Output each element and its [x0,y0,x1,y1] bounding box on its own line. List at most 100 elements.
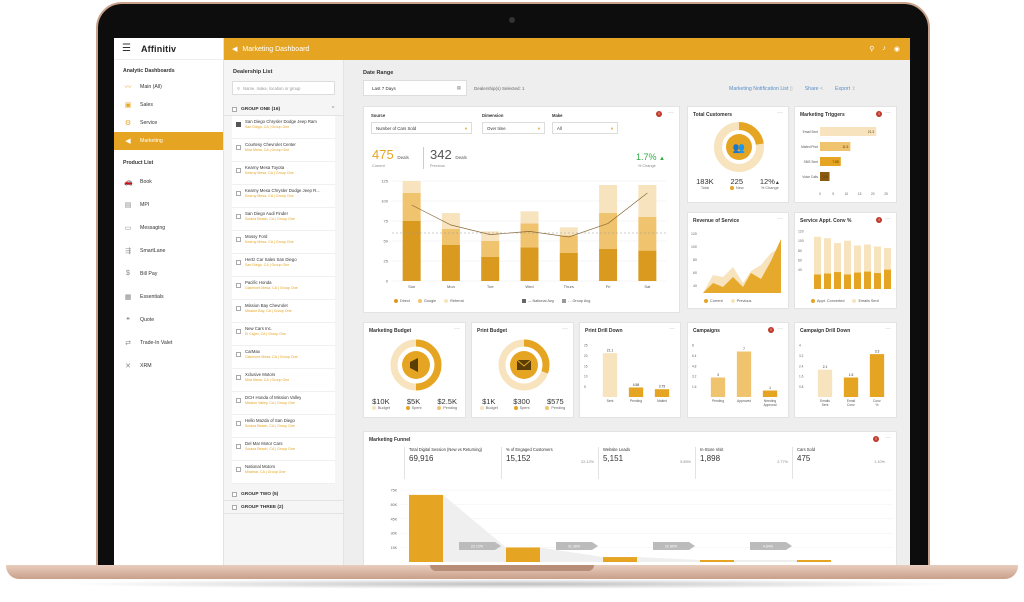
bar-direct[interactable] [402,221,421,281]
dealer-row[interactable]: National Motors Miramar, CA | Group One [232,461,335,484]
sidebar-item-sales[interactable]: ▣ Sales [114,96,223,114]
bar[interactable] [736,351,752,398]
sidebar-item-mpi[interactable]: ▤ MPI [114,193,223,216]
sidebar-item-main[interactable]: 〰 Main (All) [114,78,223,96]
bar-referral[interactable] [520,211,539,224]
more-icon[interactable]: ··· [885,110,891,116]
bar-google[interactable] [559,235,578,253]
sidebar-item-smartlane[interactable]: ⇶ SmartLane [114,239,223,262]
funnel-bar[interactable] [700,560,734,562]
converted-bar[interactable] [864,271,871,289]
alert-icon[interactable]: ! [873,436,879,442]
sidebar-item-tradein[interactable]: ⇄ Trade-In Valet [114,331,223,354]
dealer-checkbox[interactable] [236,444,241,449]
more-icon[interactable]: ··· [885,216,891,222]
bar-direct[interactable] [638,250,657,281]
emails-bar[interactable] [834,243,841,289]
group-three-header[interactable]: GROUP THREE (2) [224,501,343,514]
bar-referral[interactable] [481,231,500,241]
emails-bar[interactable] [864,244,871,289]
dealer-checkbox[interactable] [236,398,241,403]
trigger-bar[interactable] [820,142,851,151]
converted-bar[interactable] [884,269,891,289]
emails-bar[interactable] [884,247,891,289]
dealership-search-input[interactable]: ⚲ Name, make, location or group [232,81,335,95]
dealer-checkbox[interactable] [236,352,241,357]
dealer-row[interactable]: San Diego Audi Finder Solana Beach, CA | … [232,208,335,231]
hamburger-menu-icon[interactable]: ☰ [122,43,131,54]
emails-bar[interactable] [814,236,821,289]
bar-google[interactable] [599,213,618,249]
make-dropdown[interactable]: All ▼ [552,122,618,134]
converted-bar[interactable] [814,274,821,290]
more-icon[interactable]: ··· [777,326,783,332]
funnel-bar[interactable] [409,494,443,562]
dealer-checkbox[interactable] [236,122,241,127]
more-icon[interactable]: ··· [562,326,568,332]
dealer-row[interactable]: Hertz Car Sales San Diego San Diego, CA |… [232,254,335,277]
bar-google[interactable] [481,241,500,257]
converted-bar[interactable] [874,273,881,289]
sidebar-item-service[interactable]: ⚙ Service [114,114,223,132]
group-checkbox[interactable] [232,504,237,510]
dealer-row[interactable]: Courtesy Chevrolet Center Mira Mesa, CA |… [232,139,335,162]
sidebar-item-book[interactable]: 🚗 Book [114,170,223,193]
emails-bar[interactable] [854,245,861,290]
dealer-row[interactable]: Del Mar Motor Cars Solana Beach, CA | Gro… [232,438,335,461]
bar-google[interactable] [520,223,539,248]
calendar-icon[interactable]: ▦ [456,85,461,90]
alert-icon[interactable]: ! [768,327,774,333]
dealer-checkbox[interactable] [236,260,241,265]
bar[interactable] [869,354,885,397]
bar[interactable] [762,390,778,398]
dealer-checkbox[interactable] [236,168,241,173]
dealer-row[interactable]: New Cars Inc. El Cajon, CA | Group One [232,323,335,346]
funnel-bar[interactable] [506,547,540,562]
date-range-picker[interactable]: Last 7 Days ▦ [363,80,467,96]
bar-referral[interactable] [638,185,657,217]
dealer-row[interactable]: Kearny Mesa Chrysler Dodge Jeep R... Kear… [232,185,335,208]
emails-bar[interactable] [874,246,881,289]
dealer-checkbox[interactable] [236,467,241,472]
bar-referral[interactable] [559,227,578,236]
dealer-row[interactable]: Kearny Mesa Toyota Kearny Mesa, CA | Grou… [232,162,335,185]
dealer-row[interactable]: CarMax Clairmont Mesa, CA | Group One [232,346,335,369]
bar-direct[interactable] [599,249,618,281]
sidebar-item-essentials[interactable]: ▦ Essentials [114,285,223,308]
sidebar-item-billpay[interactable]: $ Bill Pay [114,262,223,285]
user-icon[interactable]: ◉ [893,46,900,53]
dealer-row[interactable]: Mission Bay Chevrolet Mission Bay, CA | G… [232,300,335,323]
dealer-checkbox[interactable] [236,329,241,334]
bar-direct[interactable] [481,257,500,281]
source-dropdown[interactable]: Number of Cars Sold ▼ [371,122,472,134]
bar-direct[interactable] [559,253,578,281]
bar-direct[interactable] [441,245,460,281]
emails-bar[interactable] [824,238,831,289]
alert-icon[interactable]: ! [656,111,662,117]
alert-icon[interactable]: ! [876,111,882,117]
dealer-row[interactable]: Xclusive Motors Mira Mesa, CA | Group One [232,369,335,392]
dealer-row[interactable]: Hello Mazda of San Diego Solana Beach, CA… [232,415,335,438]
dealer-checkbox[interactable] [236,191,241,196]
funnel-bar[interactable] [797,560,831,562]
sidebar-item-xrm[interactable]: ✕ XRM [114,354,223,377]
group-two-header[interactable]: GROUP TWO (5) [224,488,343,501]
bar[interactable] [710,377,726,398]
bar[interactable] [628,387,644,397]
alert-icon[interactable]: ! [876,217,882,223]
dealer-checkbox[interactable] [236,283,241,288]
more-icon[interactable]: ··· [454,326,460,332]
emails-bar[interactable] [844,240,851,289]
more-icon[interactable]: ··· [668,110,674,116]
more-icon[interactable]: ··· [885,326,891,332]
group-checkbox[interactable] [232,106,237,112]
dealer-checkbox[interactable] [236,375,241,380]
group-checkbox[interactable] [232,491,237,497]
bar-referral[interactable] [599,185,618,213]
dealer-checkbox[interactable] [236,145,241,150]
converted-bar[interactable] [854,272,861,289]
dealer-checkbox[interactable] [236,214,241,219]
bar[interactable] [602,353,618,397]
bar-google[interactable] [441,229,460,245]
bar-direct[interactable] [520,247,539,281]
